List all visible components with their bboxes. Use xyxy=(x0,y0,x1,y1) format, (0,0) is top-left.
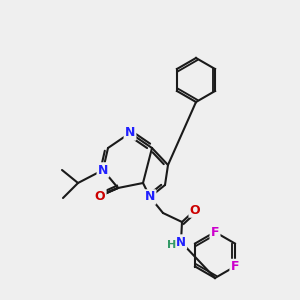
Text: N: N xyxy=(176,236,186,248)
Text: N: N xyxy=(98,164,108,176)
Text: N: N xyxy=(125,127,135,140)
Text: O: O xyxy=(95,190,105,202)
Text: F: F xyxy=(231,260,239,273)
Text: N: N xyxy=(145,190,155,203)
Text: F: F xyxy=(211,226,219,238)
Text: O: O xyxy=(190,203,200,217)
Text: H: H xyxy=(167,240,177,250)
